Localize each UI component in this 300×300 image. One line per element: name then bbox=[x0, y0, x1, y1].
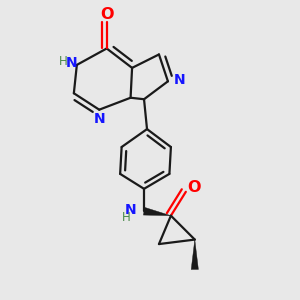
Text: H: H bbox=[59, 56, 68, 68]
Text: N: N bbox=[93, 112, 105, 126]
Text: O: O bbox=[188, 180, 201, 195]
Text: N: N bbox=[173, 73, 185, 87]
Polygon shape bbox=[143, 207, 171, 216]
Text: N: N bbox=[125, 203, 136, 217]
Polygon shape bbox=[191, 240, 198, 269]
Text: O: O bbox=[100, 7, 113, 22]
Text: N: N bbox=[66, 56, 77, 70]
Text: H: H bbox=[122, 211, 130, 224]
